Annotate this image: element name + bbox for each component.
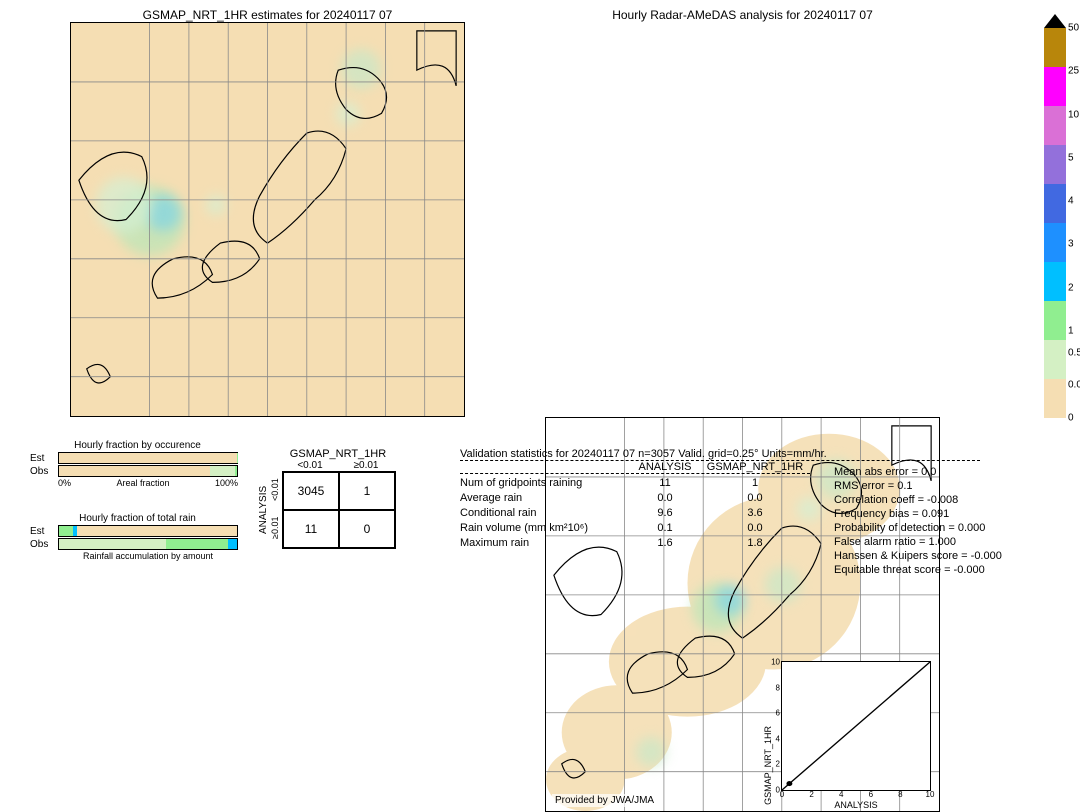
colorbar-tick: 5 xyxy=(1068,152,1074,163)
colorbar-tick: 1 xyxy=(1068,326,1074,337)
bar-row: Est xyxy=(30,525,245,537)
colorbar-segment xyxy=(1044,262,1066,301)
colorbar-tick: 0.5 xyxy=(1068,347,1080,358)
colorbar-segment xyxy=(1044,223,1066,262)
xtick: 125°E xyxy=(123,416,150,417)
validation-stats: Validation statistics for 20240117 07 n=… xyxy=(460,448,830,552)
xtick: 140°E xyxy=(321,416,348,417)
colorbar-segment xyxy=(1044,145,1066,184)
colorbar-tick: 0 xyxy=(1068,413,1074,424)
bar-fill xyxy=(59,453,237,463)
bar-label: Est xyxy=(30,526,58,537)
left-map-title: GSMAP_NRT_1HR estimates for 20240117 07 xyxy=(70,8,465,22)
error-stats: Mean abs error = 0.0 RMS error = 0.1 Corre… xyxy=(834,464,1002,578)
contingency-table: GSMAP_NRT_1HR<0.01≥0.01ANALYSIS<0.01≥0.0… xyxy=(258,448,396,549)
ct-cell: 0 xyxy=(339,510,395,548)
ct-col: ≥0.01 xyxy=(338,460,394,471)
stats-col xyxy=(460,461,630,473)
totalrain-bars: Hourly fraction of total rainEstObsRainf… xyxy=(30,513,245,561)
ct-row: ≥0.01 xyxy=(270,509,282,547)
inset-ylabel: GSMAP_NRT_1HR xyxy=(763,726,773,805)
bar-fill xyxy=(59,466,210,476)
bar-row: Est xyxy=(30,452,245,464)
bar-fill xyxy=(166,539,228,549)
colorbar-tick: 3 xyxy=(1068,239,1074,250)
error-stat-line: Frequency bias = 0.091 xyxy=(834,508,1002,520)
colorbar-tick: 0.01 xyxy=(1068,380,1080,391)
bar-fill xyxy=(235,466,237,476)
colorbar-tick: 10 xyxy=(1068,109,1079,120)
colorbar-segment xyxy=(1044,67,1066,106)
bar-fill xyxy=(210,466,235,476)
error-stat-line: False alarm ratio = 1.000 xyxy=(834,536,1002,548)
colorbar-tick: 2 xyxy=(1068,282,1074,293)
occurrence-bars: Hourly fraction by occurenceEstObs0%Area… xyxy=(30,440,245,488)
colorbar: 502510543210.50.010 xyxy=(1044,28,1066,418)
stats-row: Rain volume (mm km²10⁶)0.10.0 xyxy=(460,522,830,534)
right-map-title: Hourly Radar-AMeDAS analysis for 2024011… xyxy=(545,8,940,22)
xtick: 135°E xyxy=(255,416,282,417)
bar-fill xyxy=(59,526,73,536)
bars-title: Hourly fraction of total rain xyxy=(30,513,245,524)
error-stat-line: Hanssen & Kuipers score = -0.000 xyxy=(834,550,1002,562)
ct-row: <0.01 xyxy=(270,471,282,509)
error-stat-line: Mean abs error = 0.0 xyxy=(834,466,1002,478)
provided-label: Provided by JWA/JMA xyxy=(552,794,657,807)
bar-fill xyxy=(228,539,237,549)
colorbar-segment xyxy=(1044,301,1066,340)
stats-row: Num of gridpoints raining111 xyxy=(460,477,830,489)
ct-cell: 1 xyxy=(339,472,395,510)
stats-title: Validation statistics for 20240117 07 n=… xyxy=(460,448,830,460)
ct-col: <0.01 xyxy=(282,460,338,471)
xtick: 145°E xyxy=(386,416,413,417)
stats-col: GSMAP_NRT_1HR xyxy=(700,461,810,473)
error-stat-line: Probability of detection = 0.000 xyxy=(834,522,1002,534)
error-stat-line: Equitable threat score = -0.000 xyxy=(834,564,1002,576)
colorbar-segment xyxy=(1044,379,1066,418)
colorbar-segment xyxy=(1044,28,1066,67)
right-map-panel: Hourly Radar-AMeDAS analysis for 2024011… xyxy=(545,8,940,24)
inset-xlabel: ANALYSIS xyxy=(834,800,877,810)
ct-col-header: GSMAP_NRT_1HR xyxy=(282,448,394,460)
bar-label: Est xyxy=(30,453,58,464)
colorbar-segment xyxy=(1044,184,1066,223)
error-stat-line: Correlation coeff = -0.008 xyxy=(834,494,1002,506)
bar-label: Obs xyxy=(30,539,58,550)
ct-cell: 3045 xyxy=(283,472,339,510)
ct-cell: 11 xyxy=(283,510,339,548)
colorbar-tick: 50 xyxy=(1068,23,1079,34)
stats-row: Conditional rain9.63.6 xyxy=(460,507,830,519)
colorbar-tick: 4 xyxy=(1068,196,1074,207)
error-stat-line: RMS error = 0.1 xyxy=(834,480,1002,492)
stats-col: ANALYSIS xyxy=(630,461,700,473)
bar-row: Obs xyxy=(30,465,245,477)
bar-fill xyxy=(59,539,166,549)
colorbar-segment xyxy=(1044,340,1066,379)
colorbar-segment xyxy=(1044,106,1066,145)
bar-row: Obs xyxy=(30,538,245,550)
bar-label: Obs xyxy=(30,466,58,477)
stats-row: Average rain0.00.0 xyxy=(460,492,830,504)
bar-fill xyxy=(73,526,77,536)
left-map: 45°N40°N35°N30°N25°N125°E130°E135°E140°E… xyxy=(70,22,465,417)
stats-row: Maximum rain1.61.8 xyxy=(460,537,830,549)
colorbar-arrow-icon xyxy=(1044,14,1066,28)
ct-row-header: ANALYSIS xyxy=(258,471,270,549)
inset-scatter: 00224466881010ANALYSISGSMAP_NRT_1HR xyxy=(781,661,931,791)
xtick: 130°E xyxy=(189,416,216,417)
colorbar-tick: 25 xyxy=(1068,66,1079,77)
bars-title: Hourly fraction by occurence xyxy=(30,440,245,451)
